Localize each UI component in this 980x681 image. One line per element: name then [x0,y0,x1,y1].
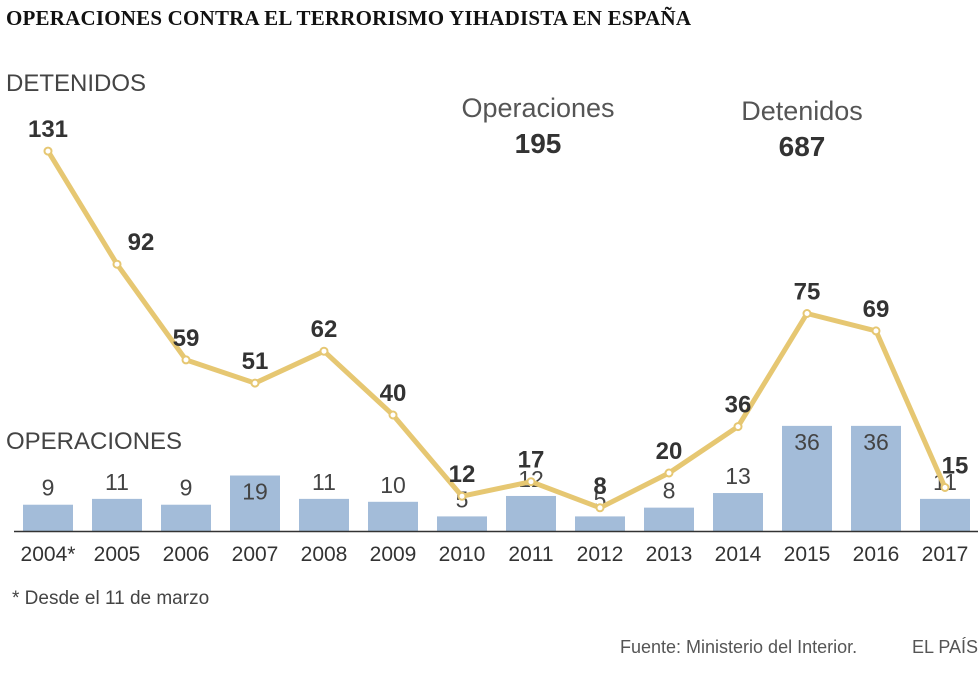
bar-value-label: 11 [312,469,336,495]
x-tick-label: 2006 [163,543,210,566]
x-tick-label: 2005 [94,543,141,566]
bar-2012 [575,516,625,531]
detenidos-value-label: 40 [380,380,407,407]
bar-2010 [437,516,487,531]
detenidos-point [526,477,536,487]
x-tick-label: 2010 [439,543,486,566]
detenidos-value-label: 20 [656,438,683,465]
detenidos-value-label: 69 [863,296,890,323]
x-tick-label: 2016 [853,543,900,566]
detenidos-value-label: 92 [128,229,155,256]
x-tick-label: 2009 [370,543,417,566]
x-tick-label: 2013 [646,543,693,566]
bar-value-label: 36 [794,429,820,455]
bar-2015 [782,425,832,531]
operaciones-bars [23,425,970,531]
detenidos-point [181,355,191,365]
detenidos-point [664,468,674,478]
detenidos-data-labels: 131 92 59 51 62 40 12 17 8 20 36 75 69 15 [28,116,968,500]
detenidos-point [112,259,122,269]
chart-title: OPERACIONES CONTRA EL TERRORISMO YIHADIS… [6,6,692,30]
detenidos-summary-total: 687 [778,131,826,162]
bar-value-label: 36 [863,429,889,455]
operaciones-summary-total: 195 [514,128,562,159]
x-tick-label: 2007 [232,543,279,566]
bar-2008 [299,498,349,531]
x-tick-label: 2011 [508,543,553,566]
detenidos-value-label: 51 [242,348,269,375]
detenidos-value-label: 8 [593,473,606,500]
x-tick-label: 2015 [784,543,831,566]
bar-2013 [644,507,694,531]
bar-2016 [851,425,901,531]
detenidos-value-label: 15 [942,453,969,480]
x-tick-label: 2008 [301,543,348,566]
bar-value-label: 13 [725,463,751,489]
detenidos-point [802,309,812,318]
bar-2007 [230,475,280,531]
bar-value-label: 10 [380,472,406,498]
bar-2006 [161,504,211,531]
footnote: * Desde el 11 de marzo [12,588,210,609]
detenidos-line [45,148,948,511]
detenidos-line-series [43,146,950,513]
detenidos-value-label: 17 [518,447,545,474]
operaciones-summary-label: Operaciones [461,93,615,123]
bar-2009 [368,501,418,531]
bar-value-label: 8 [663,478,676,504]
x-tick-label: 2012 [577,543,624,566]
bar-2011 [506,495,556,531]
bar-value-label: 19 [242,479,268,505]
bar-2005 [92,498,142,531]
detenidos-point [871,326,881,336]
detenidos-point [733,422,743,432]
bar-2004 [23,504,73,531]
x-tick-label: 2017 [922,543,969,566]
bar-value-label: 9 [42,475,55,501]
x-tick-label: 2004* [21,543,76,566]
bar-value-label: 9 [180,475,193,501]
detenidos-value-label: 75 [794,279,821,306]
brand-label: EL PAÍS [912,637,979,657]
detenidos-point [595,503,605,513]
detenidos-point [43,146,53,156]
detenidos-point [319,346,329,356]
bar-value-label: 11 [105,469,129,495]
source-note: Fuente: Ministerio del Interior. [620,637,858,657]
detenidos-point [940,483,950,492]
detenidos-point [250,378,260,388]
detenidos-value-label: 131 [28,116,68,143]
bar-2014 [713,493,763,531]
x-tick-label: 2014 [715,543,762,566]
detenidos-value-label: 62 [311,316,338,343]
x-tick-labels: 2004* 2005 2006 2007 2008 2009 2010 2011 2012 201… [21,543,969,566]
detenidos-point [388,410,398,420]
detenidos-summary-label: Detenidos [741,96,863,126]
detenidos-value-label: 59 [173,325,200,352]
detenidos-value-label: 36 [725,392,752,419]
bar-2017 [920,498,970,531]
operaciones-heading: OPERACIONES [6,428,183,455]
detenidos-value-label: 12 [449,461,476,488]
detenidos-heading: DETENIDOS [6,70,147,97]
detenidos-point [457,491,467,501]
